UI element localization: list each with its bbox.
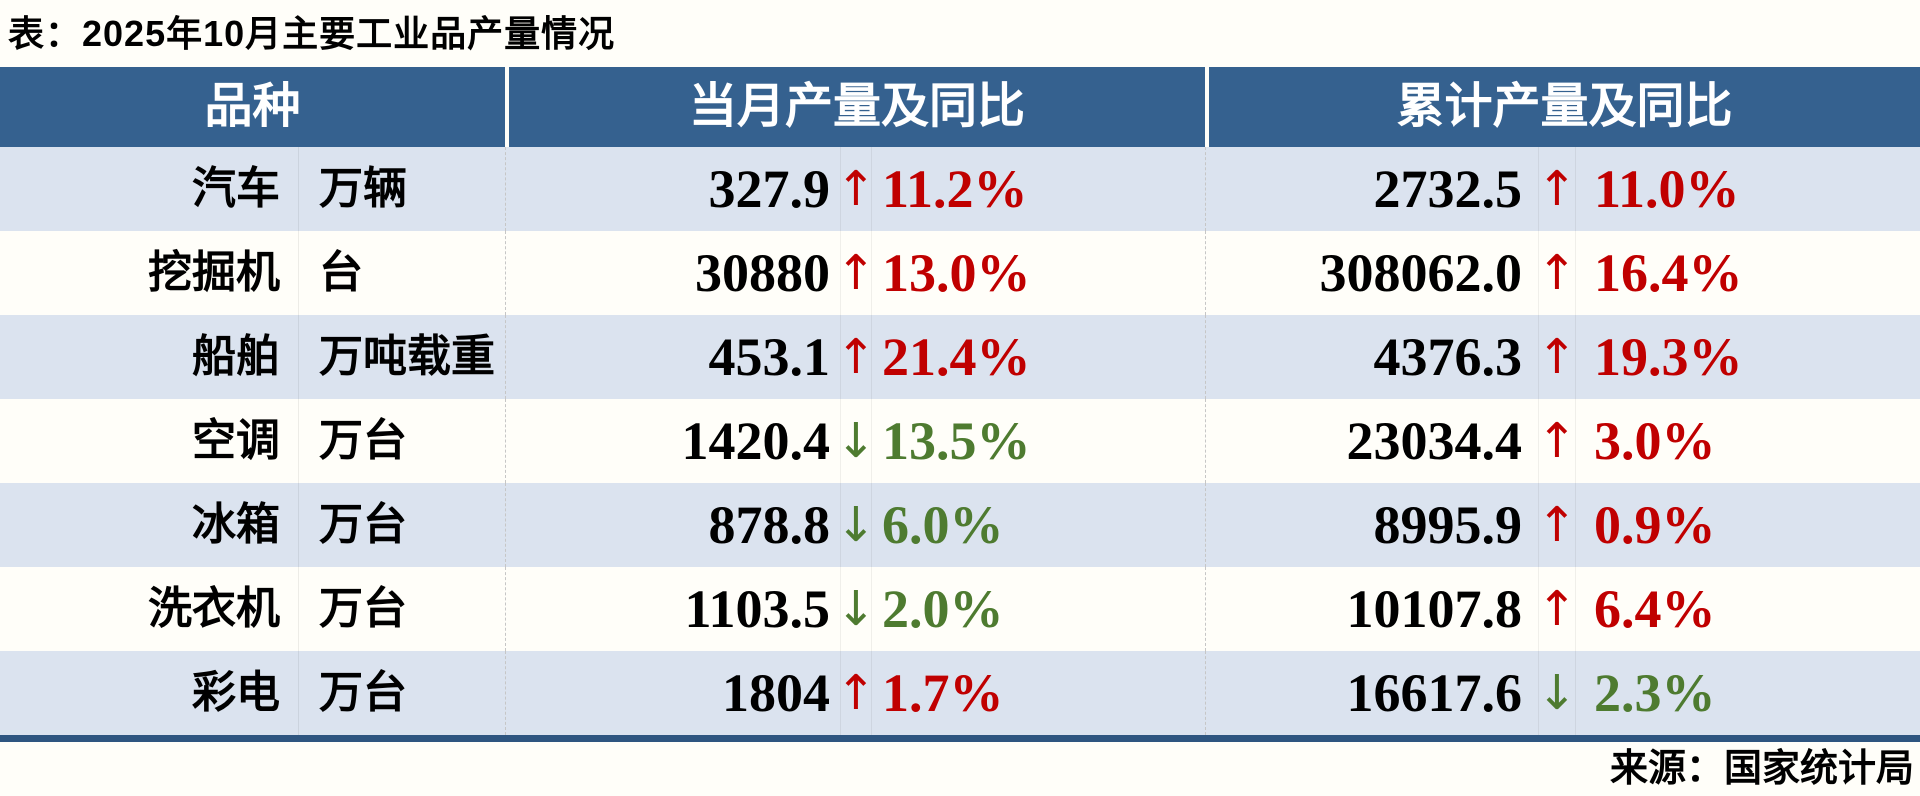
product-unit: 万台 [298, 399, 505, 483]
month-percent: 6.0% [882, 495, 1004, 555]
header-monthly-column: 当月产量及同比 [505, 67, 1205, 147]
table-row: 船舶 万吨载重 453.1 ↑ 21.4% 4376.3 ↑ 19.3% [0, 315, 1920, 399]
month-value: 878.8 [505, 483, 840, 567]
cumulative-value: 16617.6 [1205, 651, 1538, 735]
month-value: 1103.5 [505, 567, 840, 651]
table-row: 冰箱 万台 878.8 ↓ 6.0% 8995.9 ↑ 0.9% [0, 483, 1920, 567]
cumulative-value: 23034.4 [1205, 399, 1538, 483]
month-percent: 1.7% [882, 663, 1004, 723]
trend-arrow-icon: ↑ [1537, 231, 1577, 315]
product-name: 挖掘机 [148, 248, 280, 297]
source-label: 来源：国家统计局 [1609, 748, 1914, 790]
trend-arrow-icon: ↓ [836, 483, 876, 567]
product-unit: 台 [298, 231, 505, 315]
product-name: 船舶 [192, 332, 280, 381]
month-percent: 2.0% [882, 579, 1004, 639]
cumulative-percent: 3.0% [1594, 411, 1716, 471]
trend-arrow-icon: ↑ [836, 315, 876, 399]
month-value: 453.1 [505, 315, 840, 399]
cumulative-value: 2732.5 [1205, 147, 1538, 231]
cumulative-value: 4376.3 [1205, 315, 1538, 399]
table-row: 洗衣机 万台 1103.5 ↓ 2.0% 10107.8 ↑ 6.4% [0, 567, 1920, 651]
trend-arrow-icon: ↓ [836, 567, 876, 651]
table-row: 挖掘机 台 30880 ↑ 13.0% 308062.0 ↑ 16.4% [0, 231, 1920, 315]
product-name: 空调 [192, 416, 280, 465]
footer: 来源：国家统计局 [0, 742, 1920, 796]
trend-arrow-icon: ↑ [1537, 315, 1577, 399]
trend-arrow-icon: ↑ [836, 231, 876, 315]
product-unit: 万台 [298, 567, 505, 651]
month-value: 327.9 [505, 147, 840, 231]
page-title: 表：2025年10月主要工业品产量情况 [8, 12, 616, 54]
trend-arrow-icon: ↑ [1537, 399, 1577, 483]
month-percent: 13.0% [882, 243, 1031, 303]
product-name: 汽车 [192, 164, 280, 213]
industrial-output-table: 品种 当月产量及同比 累计产量及同比 汽车 万辆 327.9 ↑ 11.2% 2… [0, 67, 1920, 742]
table-row: 汽车 万辆 327.9 ↑ 11.2% 2732.5 ↑ 11.0% [0, 147, 1920, 231]
table-body: 汽车 万辆 327.9 ↑ 11.2% 2732.5 ↑ 11.0% 挖掘机 台… [0, 147, 1920, 735]
cumulative-value: 308062.0 [1205, 231, 1538, 315]
trend-arrow-icon: ↓ [836, 399, 876, 483]
trend-arrow-icon: ↑ [836, 651, 876, 735]
month-value: 1804 [505, 651, 840, 735]
product-name: 洗衣机 [148, 584, 280, 633]
trend-arrow-icon: ↑ [1537, 147, 1577, 231]
table-row: 空调 万台 1420.4 ↓ 13.5% 23034.4 ↑ 3.0% [0, 399, 1920, 483]
product-unit: 万台 [298, 483, 505, 567]
trend-arrow-icon: ↑ [1537, 483, 1577, 567]
month-percent: 11.2% [882, 159, 1028, 219]
product-unit: 万吨载重 [298, 315, 505, 399]
trend-arrow-icon: ↑ [836, 147, 876, 231]
month-percent: 13.5% [882, 411, 1031, 471]
table-row: 彩电 万台 1804 ↑ 1.7% 16617.6 ↓ 2.3% [0, 651, 1920, 735]
cumulative-value: 8995.9 [1205, 483, 1538, 567]
month-value: 1420.4 [505, 399, 840, 483]
cumulative-percent: 19.3% [1594, 327, 1743, 387]
month-value: 30880 [505, 231, 840, 315]
product-name: 彩电 [192, 668, 280, 717]
month-percent: 21.4% [882, 327, 1031, 387]
cumulative-percent: 16.4% [1594, 243, 1743, 303]
cumulative-percent: 6.4% [1594, 579, 1716, 639]
cumulative-percent: 2.3% [1594, 663, 1716, 723]
product-unit: 万辆 [298, 147, 505, 231]
product-name: 冰箱 [192, 500, 280, 549]
trend-arrow-icon: ↑ [1537, 567, 1577, 651]
cumulative-value: 10107.8 [1205, 567, 1538, 651]
cumulative-percent: 0.9% [1594, 495, 1716, 555]
title-bar: 表：2025年10月主要工业品产量情况 [0, 0, 1920, 67]
header-product-column: 品种 [204, 80, 301, 133]
trend-arrow-icon: ↓ [1537, 651, 1577, 735]
table-header-row: 品种 当月产量及同比 累计产量及同比 [0, 67, 1920, 147]
product-unit: 万台 [298, 651, 505, 735]
cumulative-percent: 11.0% [1594, 159, 1740, 219]
header-cumulative-column: 累计产量及同比 [1205, 67, 1920, 147]
